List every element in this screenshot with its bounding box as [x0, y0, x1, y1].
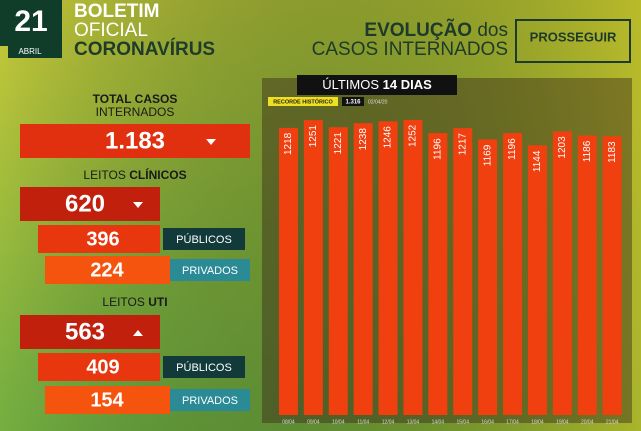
value-label: 1252: [408, 124, 419, 147]
value-label: 1169: [482, 144, 493, 166]
uti-privados-value: 154: [90, 389, 124, 411]
x-tick-label: 09/04: [307, 419, 320, 425]
bar: [328, 127, 348, 415]
bulletin-line1: BOLETIM: [74, 1, 160, 22]
bar: [552, 131, 572, 415]
date-box: [0, 0, 62, 46]
publicos-tag: [163, 356, 245, 378]
chart-title-part1: ÚLTIMOS: [322, 77, 379, 92]
bar: [478, 139, 498, 415]
value-label: 1238: [358, 128, 369, 151]
logo: PROSSEGUIR: [530, 29, 617, 44]
clinicos-publicos-value: 396: [86, 228, 119, 250]
clinicos-privados-box: [45, 256, 170, 284]
down-arrow: [133, 202, 143, 208]
clinicos-publicos-box: [38, 225, 160, 253]
publicos-tag: [163, 228, 245, 250]
x-tick-label: 21/04: [606, 419, 619, 425]
x-tick-label: 18/04: [531, 419, 544, 425]
uti-label1: LEITOS: [102, 295, 144, 309]
x-tick-label: 17/04: [506, 419, 519, 425]
value-label: 1183: [607, 141, 618, 163]
uti-value: 563: [65, 318, 105, 345]
bar: [428, 133, 448, 416]
bar: [527, 145, 547, 416]
record-value: 1.316: [345, 100, 361, 106]
uti-privados-box: [45, 386, 170, 414]
bar: [602, 136, 622, 415]
total-label: TOTAL CASOS: [93, 92, 178, 106]
chart-title: ÚLTIMOS 14 DIAS: [322, 77, 432, 92]
x-tick-label: 15/04: [456, 419, 469, 425]
up-arrow: [133, 330, 143, 336]
x-tick-label: 10/04: [332, 419, 345, 425]
bulletin-line3: CORONAVÍRUS: [74, 38, 215, 60]
clinicos-label: LEITOS CLÍNICOS: [83, 167, 186, 182]
value-label: 1196: [432, 138, 443, 160]
privados-tag: [170, 259, 250, 281]
clinicos-label2: CLÍNICOS: [129, 167, 186, 182]
heading-part1: EVOLUÇÃO: [364, 19, 472, 41]
uti-publicos-label: PÚBLICOS: [176, 361, 232, 374]
record-label: RECORDE HISTÓRICO: [273, 97, 333, 105]
bar: [278, 127, 298, 416]
chart-heading: EVOLUÇÃO dos: [364, 19, 508, 41]
x-tick-label: 14/04: [432, 419, 445, 425]
month-box: [8, 46, 62, 58]
x-tick-label: 13/04: [407, 419, 420, 425]
clinicos-label1: LEITOS: [83, 168, 125, 182]
clinicos-privados-label: PRIVADOS: [182, 265, 238, 277]
bar: [577, 135, 597, 415]
x-tick-label: 19/04: [556, 419, 569, 425]
clinicos-publicos-label: PÚBLICOS: [176, 233, 232, 246]
x-tick-label: 16/04: [481, 419, 494, 425]
uti-label2: UTI: [148, 295, 167, 309]
month: ABRIL: [18, 47, 42, 56]
heading-part2: dos: [477, 20, 508, 41]
uti-label: LEITOS UTI: [102, 295, 167, 309]
day: 21: [14, 5, 47, 38]
total-label2: INTERNADOS: [96, 105, 175, 119]
x-tick-label: 12/04: [382, 419, 395, 425]
value-label: 1246: [383, 126, 394, 149]
x-tick-label: 11/04: [357, 419, 369, 425]
privados-tag: [170, 389, 250, 411]
record-value-box: [342, 97, 364, 106]
down-arrow: [206, 139, 216, 145]
uti-privados-label: PRIVADOS: [182, 395, 238, 407]
value-label: 1251: [308, 125, 319, 148]
value-label: 1217: [457, 133, 468, 156]
bar: [503, 133, 523, 416]
uti-publicos-value: 409: [86, 356, 119, 378]
bar: [403, 119, 423, 415]
value-label: 1144: [532, 150, 543, 172]
record-tag: [268, 97, 338, 106]
chart-title-part2: 14 DIAS: [383, 77, 432, 92]
bar: [453, 128, 473, 415]
bar: [353, 123, 373, 415]
logo-box: [515, 19, 631, 63]
chart-title-box: [297, 75, 457, 95]
value-label: 1221: [333, 132, 344, 155]
total-value: 1.183: [105, 127, 165, 154]
bar: [378, 121, 398, 416]
value-label: 1218: [283, 132, 294, 155]
chart-heading-line2: CASOS INTERNADOS: [312, 39, 508, 60]
clinicos-value: 620: [65, 190, 105, 217]
record-date: 02/04/20: [368, 99, 388, 105]
x-tick-label: 08/04: [282, 419, 295, 425]
bulletin-line2: OFICIAL: [74, 20, 148, 41]
uti-publicos-box: [38, 353, 160, 381]
value-label: 1203: [557, 136, 568, 159]
value-label: 1186: [582, 140, 593, 162]
clinicos-privados-value: 224: [90, 259, 124, 281]
value-label: 1196: [507, 138, 518, 160]
bar: [303, 120, 323, 415]
x-tick-label: 20/04: [581, 419, 594, 425]
